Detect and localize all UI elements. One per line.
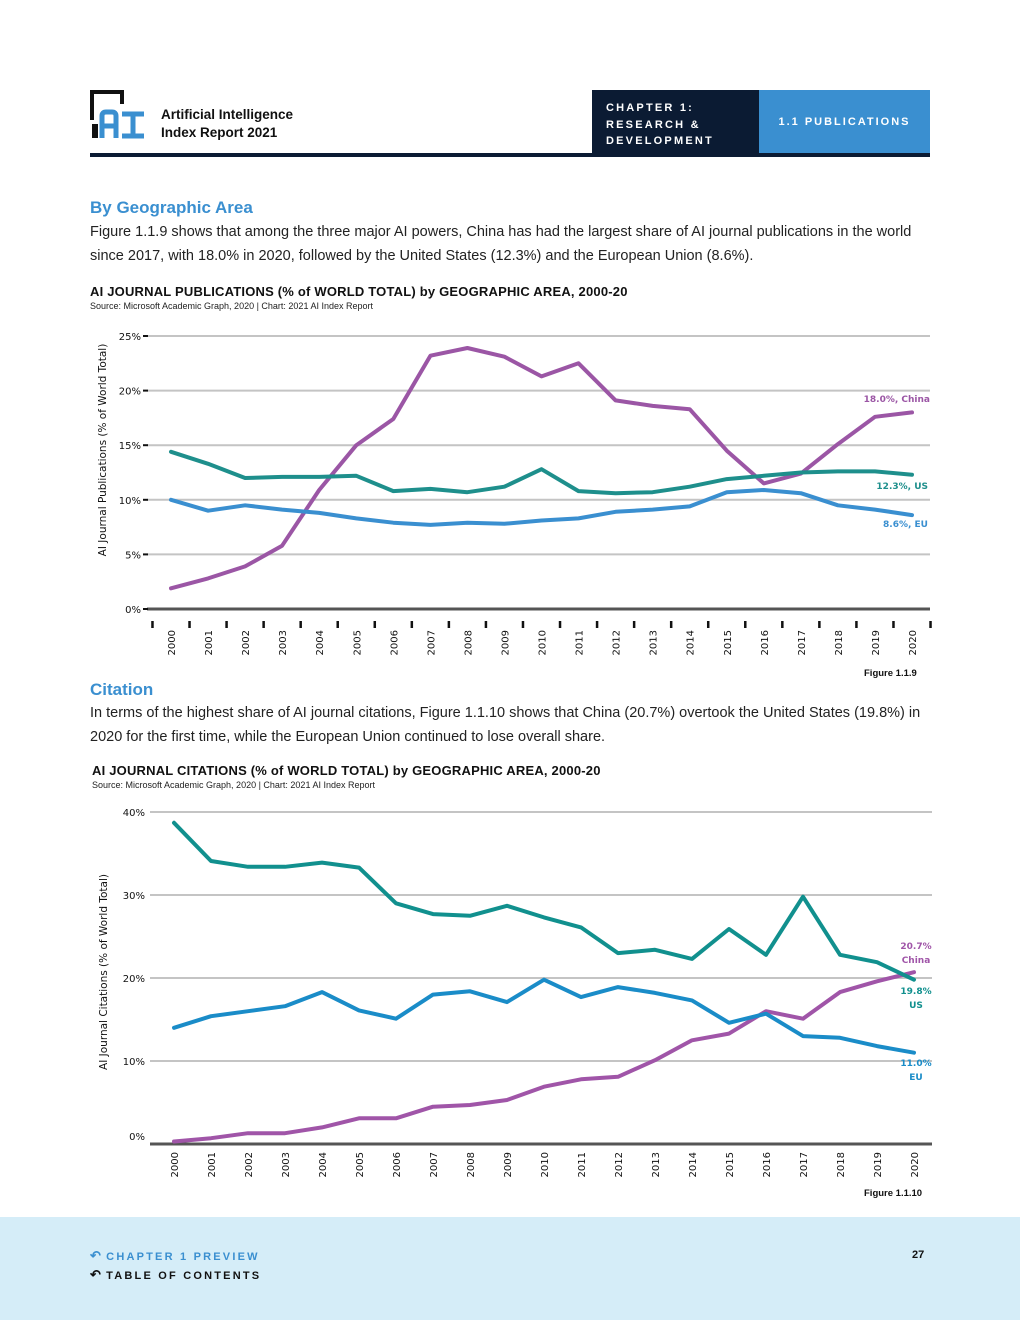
series-end-label: 11.0% xyxy=(900,1059,931,1069)
series-end-label: US xyxy=(909,1001,923,1011)
x-tick-label: 2012 xyxy=(612,630,623,655)
header-rule xyxy=(90,153,930,157)
x-tick-label: 2003 xyxy=(281,1152,292,1177)
x-tick-label: 2019 xyxy=(873,1152,884,1177)
chapter-tab[interactable]: CHAPTER 1: RESEARCH & DEVELOPMENT xyxy=(592,90,759,154)
x-tick-label: 2013 xyxy=(651,1152,662,1177)
x-tick-label: 2000 xyxy=(167,630,178,655)
chart-title-publications: AI JOURNAL PUBLICATIONS (% of WORLD TOTA… xyxy=(90,284,628,299)
x-tick-label: 2000 xyxy=(170,1152,181,1177)
chart-source-citations: Source: Microsoft Academic Graph, 2020 |… xyxy=(92,780,375,790)
report-brand: Artificial Intelligence Index Report 202… xyxy=(161,106,293,142)
x-tick-label: 2006 xyxy=(392,1152,403,1177)
chapter-line-1: CHAPTER 1: xyxy=(606,102,695,114)
x-tick-label: 2019 xyxy=(871,630,882,655)
series-line-us xyxy=(172,820,916,982)
y-tick-label: 5% xyxy=(125,550,141,561)
return-arrow-icon: ↶ xyxy=(90,1248,101,1263)
page-number: 27 xyxy=(912,1249,925,1261)
x-tick-label: 2004 xyxy=(315,630,326,655)
y-tick-label: 20% xyxy=(123,974,145,985)
x-tick-label: 2002 xyxy=(241,630,252,655)
x-tick-label: 2001 xyxy=(207,1152,218,1177)
x-tick-label: 2016 xyxy=(762,1152,773,1177)
x-tick-label: 2009 xyxy=(503,1152,514,1177)
x-tick-label: 2020 xyxy=(908,630,919,655)
y-tick-label: 0% xyxy=(125,605,141,616)
x-tick-label: 2015 xyxy=(725,1152,736,1177)
x-tick-label: 2010 xyxy=(538,630,549,655)
x-tick-label: 2013 xyxy=(649,630,660,655)
y-tick-label: 0% xyxy=(129,1132,145,1143)
x-tick-label: 2014 xyxy=(686,630,697,655)
series-end-label: 8.6%, EU xyxy=(883,520,928,530)
x-tick-label: 2014 xyxy=(688,1152,699,1177)
chapter-line-2: RESEARCH & xyxy=(606,118,701,131)
figure-label-1-1-9: Figure 1.1.9 xyxy=(864,668,917,679)
x-tick-label: 2020 xyxy=(910,1152,921,1177)
x-tick-label: 2017 xyxy=(799,1152,810,1177)
x-tick-label: 2017 xyxy=(797,630,808,655)
section-heading-citation: Citation xyxy=(90,680,154,699)
x-tick-label: 2005 xyxy=(355,1152,366,1177)
series-end-label: 18.0%, China xyxy=(864,395,930,405)
page-footer xyxy=(0,1217,1020,1320)
x-tick-label: 2009 xyxy=(500,630,511,655)
x-tick-label: 2001 xyxy=(204,630,215,655)
x-tick-label: 2016 xyxy=(760,630,771,655)
x-tick-label: 2015 xyxy=(723,630,734,655)
section-heading-geographic: By Geographic Area xyxy=(90,198,253,217)
series-line-china xyxy=(172,970,916,1144)
series-line-eu xyxy=(172,977,916,1055)
chart-title-citations: AI JOURNAL CITATIONS (% of WORLD TOTAL) … xyxy=(92,763,601,778)
x-tick-label: 2018 xyxy=(836,1152,847,1177)
y-tick-label: 10% xyxy=(123,1057,145,1068)
series-end-label: China xyxy=(902,956,931,966)
figure-label-1-1-10: Figure 1.1.10 xyxy=(864,1188,923,1199)
y-tick-label: 40% xyxy=(123,808,145,819)
return-arrow-icon: ↶ xyxy=(90,1267,101,1282)
chapter-line-3: DEVELOPMENT xyxy=(606,135,714,147)
section-paragraph-citation: In terms of the highest share of AI jour… xyxy=(90,705,921,745)
table-of-contents-link[interactable]: ↶ TABLE OF CONTENTS xyxy=(90,1267,261,1283)
section-tab[interactable]: 1.1 PUBLICATIONS xyxy=(759,90,930,154)
y-tick-label: 15% xyxy=(119,441,141,452)
y-tick-label: 10% xyxy=(119,496,141,507)
x-tick-label: 2011 xyxy=(577,1152,588,1177)
x-tick-label: 2018 xyxy=(834,630,845,655)
series-end-label: EU xyxy=(909,1073,922,1083)
series-end-label: 12.3%, US xyxy=(876,482,928,492)
x-tick-label: 2006 xyxy=(389,630,400,655)
y-tick-label: 25% xyxy=(119,332,141,343)
y-tick-label: 20% xyxy=(119,387,141,398)
x-tick-label: 2012 xyxy=(614,1152,625,1177)
x-tick-label: 2011 xyxy=(575,630,586,655)
series-end-label: 19.8% xyxy=(900,987,931,997)
x-tick-label: 2002 xyxy=(244,1152,255,1177)
x-tick-label: 2008 xyxy=(466,1152,477,1177)
y-axis-label: AI Journal Publications (% of World Tota… xyxy=(97,344,109,557)
chart-source-publications: Source: Microsoft Academic Graph, 2020 |… xyxy=(90,301,373,311)
x-tick-label: 2003 xyxy=(278,630,289,655)
brand-line-1: Artificial Intelligence xyxy=(161,107,294,122)
section-paragraph-geographic: Figure 1.1.9 shows that among the three … xyxy=(90,224,912,264)
brand-line-2: Index Report 2021 xyxy=(161,125,278,140)
x-tick-label: 2008 xyxy=(463,630,474,655)
x-tick-label: 2005 xyxy=(352,630,363,655)
chapter-preview-label: CHAPTER 1 PREVIEW xyxy=(106,1251,260,1263)
x-tick-label: 2010 xyxy=(540,1152,551,1177)
y-tick-label: 30% xyxy=(123,891,145,902)
chapter-preview-link[interactable]: ↶ CHAPTER 1 PREVIEW xyxy=(90,1248,260,1264)
x-tick-label: 2007 xyxy=(429,1152,440,1177)
toc-label: TABLE OF CONTENTS xyxy=(106,1270,262,1282)
x-tick-label: 2007 xyxy=(426,630,437,655)
y-axis-label: AI Journal Citations (% of World Total) xyxy=(98,874,110,1070)
ai-index-logo xyxy=(90,90,146,140)
x-tick-label: 2004 xyxy=(318,1152,329,1177)
series-end-label: 20.7% xyxy=(900,942,931,952)
